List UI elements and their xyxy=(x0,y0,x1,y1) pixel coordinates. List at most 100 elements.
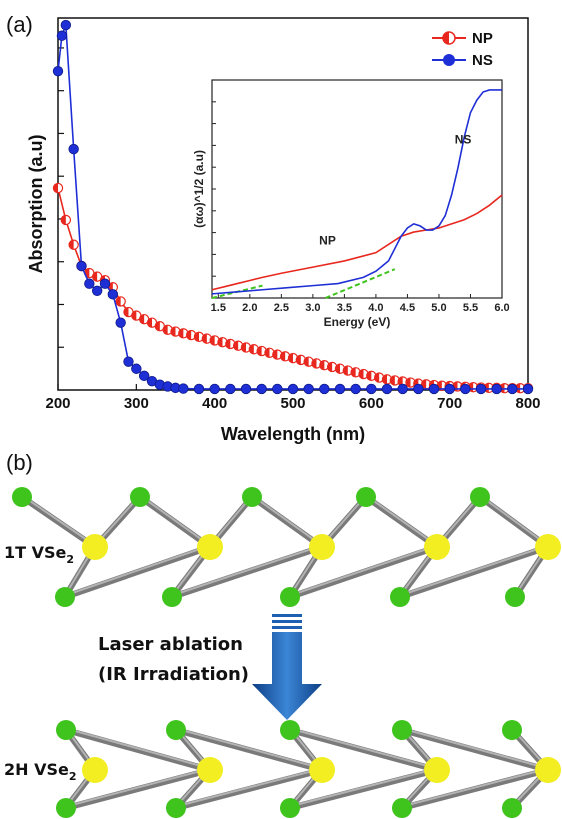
inset-x-tick-label: 2.5 xyxy=(274,302,289,314)
bond xyxy=(399,767,551,811)
ns-data-point xyxy=(491,383,502,395)
structure-2h-vse2 xyxy=(56,720,561,818)
ns-data-point xyxy=(76,260,87,272)
ns-data-point xyxy=(91,285,103,297)
vanadium-atom xyxy=(197,757,223,783)
vanadium-atom xyxy=(535,757,561,783)
np-data-point xyxy=(68,239,79,250)
selenium-atom xyxy=(162,587,182,607)
bond-layer xyxy=(63,727,551,811)
inset-series-line-np xyxy=(211,194,503,291)
main-x-axis-title: Wavelength (nm) xyxy=(221,424,365,444)
structure-2h-label: 2H VSe2 xyxy=(4,760,77,783)
ns-data-point xyxy=(68,143,79,155)
structure-1t-subscript: 2 xyxy=(66,553,74,566)
selenium-atom xyxy=(56,798,76,818)
selenium-atom xyxy=(12,487,32,507)
ns-data-point xyxy=(428,383,440,395)
selenium-atom xyxy=(392,798,412,818)
selenium-atom xyxy=(470,487,490,507)
inset-annotation-np: NP xyxy=(319,233,336,247)
ns-data-point xyxy=(522,383,534,395)
ns-data-point xyxy=(287,383,299,395)
np-data-point xyxy=(279,351,291,362)
ns-data-point xyxy=(475,383,487,395)
process-label-line1: Laser ablation xyxy=(98,634,243,655)
bond xyxy=(287,767,440,811)
selenium-atom xyxy=(502,798,522,818)
ns-data-point xyxy=(131,363,142,374)
vanadium-atom xyxy=(197,534,223,560)
np-data-point xyxy=(170,326,181,337)
inset-x-tick-label: 4.5 xyxy=(400,302,415,314)
np-data-point xyxy=(342,365,354,376)
ns-data-point xyxy=(460,383,471,395)
ns-data-point xyxy=(303,383,314,395)
inset-x-axis-title: Energy (eV) xyxy=(324,315,391,329)
np-data-point xyxy=(373,372,385,383)
bond xyxy=(399,727,551,773)
inset-x-tick-label: 5.0 xyxy=(431,302,446,314)
ns-data-point xyxy=(84,278,95,289)
selenium-atom xyxy=(166,720,186,740)
ns-data-point xyxy=(178,383,189,394)
bond xyxy=(477,494,551,550)
inset-x-tick-label: 4.0 xyxy=(368,302,383,314)
ns-data-point xyxy=(56,30,68,41)
ns-data-point xyxy=(272,383,283,395)
inset-annotation-ns: NS xyxy=(455,133,472,147)
bond xyxy=(19,494,98,550)
np-data-point xyxy=(389,375,401,386)
main-x-tick-label: 200 xyxy=(45,395,70,412)
np-data-point xyxy=(397,376,408,387)
inset-plot-background xyxy=(212,80,502,298)
selenium-atom xyxy=(280,720,300,740)
structure-1t-label: 1T VSe2 xyxy=(4,543,74,566)
np-data-point xyxy=(52,182,64,194)
vanadium-atom xyxy=(424,534,450,560)
bond xyxy=(137,494,213,550)
bond xyxy=(62,544,213,600)
ns-data-point xyxy=(52,65,64,77)
np-data-point xyxy=(115,296,126,307)
process-label-line2: (IR Irradiation) xyxy=(98,664,249,685)
ns-data-point xyxy=(115,317,126,328)
ns-data-point xyxy=(507,383,518,395)
main-y-axis-title: Absorption (a.u) xyxy=(26,135,46,274)
ns-data-point xyxy=(209,383,220,395)
inset-series-layer xyxy=(211,89,503,299)
selenium-atom xyxy=(55,587,75,607)
vanadium-atom xyxy=(82,757,108,783)
ns-data-point xyxy=(256,383,267,395)
np-data-point xyxy=(405,377,416,388)
inset-x-tick-label: 5.5 xyxy=(463,302,478,314)
inset-x-tick-label: 2.0 xyxy=(242,302,257,314)
bond xyxy=(287,727,440,773)
vanadium-atom xyxy=(309,534,335,560)
ns-data-point xyxy=(319,383,330,395)
selenium-atom xyxy=(130,487,150,507)
ns-data-point xyxy=(413,383,424,395)
bond xyxy=(63,727,213,773)
main-x-tick-label: 500 xyxy=(280,395,305,412)
structure-2h-subscript: 2 xyxy=(69,770,77,783)
bond xyxy=(249,494,325,550)
inset-series-line-ns xyxy=(211,89,502,295)
np-data-point xyxy=(295,354,307,366)
ns-data-point xyxy=(366,383,377,395)
vanadium-atom xyxy=(424,757,450,783)
selenium-atom xyxy=(166,798,186,818)
ns-data-point xyxy=(397,383,408,395)
main-absorption-chart: 200 300 400 500 600 700 800 Wavelength (nm) Ab… xyxy=(26,17,541,444)
ns-data-point xyxy=(107,289,119,300)
ns-data-point xyxy=(138,370,150,382)
np-data-point xyxy=(162,324,173,335)
legend-label-np: NP xyxy=(472,30,493,47)
main-series-layer xyxy=(52,19,534,395)
ns-data-point xyxy=(225,383,236,395)
selenium-atom xyxy=(502,720,522,740)
main-series-line-ns xyxy=(57,24,528,390)
legend-marker-ns xyxy=(443,54,455,66)
bond xyxy=(169,544,325,600)
panel-b-label: (b) xyxy=(6,450,33,475)
